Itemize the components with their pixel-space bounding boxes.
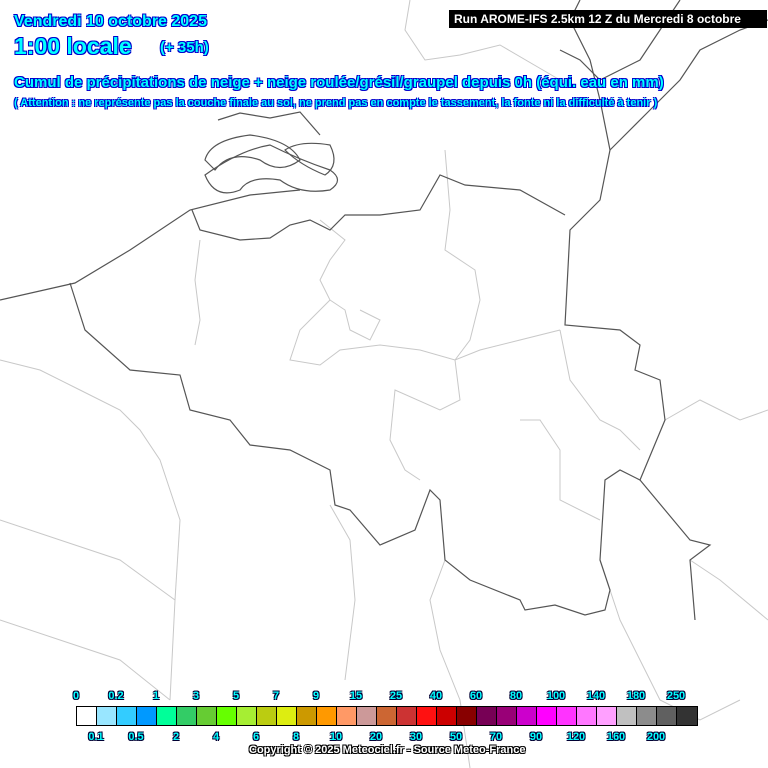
legend-label-top: 1 [152,690,160,702]
legend-swatch [597,707,617,725]
forecast-date: Vendredi 10 octobre 2025 [14,13,207,30]
legend-label-bottom: 120 [566,731,586,743]
legend-swatch [137,707,157,725]
legend-swatch [157,707,177,725]
legend-label-top: 9 [312,690,320,702]
legend-swatch [637,707,657,725]
legend-label-top: 0 [72,690,80,702]
legend-label-bottom: 30 [409,731,423,743]
legend-label-bottom: 8 [292,731,300,743]
forecast-hour: 1:00 locale [14,33,132,59]
legend-label-top: 60 [469,690,483,702]
run-info: Run AROME-IFS 2.5km 12 Z du Mercredi 8 o… [449,10,767,44]
legend-swatch [337,707,357,725]
legend-swatch [257,707,277,725]
legend-label-bottom: 90 [529,731,543,743]
legend-swatch [557,707,577,725]
legend-swatch [417,707,437,725]
legend-swatch [317,707,337,725]
legend-swatch [177,707,197,725]
legend-swatch [197,707,217,725]
legend-swatch [237,707,257,725]
color-legend [76,706,698,726]
legend-label-bottom: 0.5 [128,731,144,743]
legend-swatch [397,707,417,725]
legend-label-top: 180 [626,690,646,702]
legend-swatch [617,707,637,725]
legend-swatch [357,707,377,725]
legend-swatch [457,707,477,725]
legend-swatch [577,707,597,725]
legend-swatch [437,707,457,725]
legend-swatch [217,707,237,725]
legend-swatch [277,707,297,725]
legend-swatch [537,707,557,725]
legend-label-top: 80 [509,690,523,702]
legend-label-top: 15 [349,690,363,702]
legend-label-top: 0.2 [108,690,124,702]
legend-label-top: 250 [666,690,686,702]
legend-swatch [677,707,697,725]
legend-label-top: 5 [232,690,240,702]
legend-label-bottom: 20 [369,731,383,743]
legend-swatch [117,707,137,725]
legend-label-top: 25 [389,690,403,702]
legend-swatch [297,707,317,725]
map-title: Cumul de précipitations de neige + neige… [14,74,664,91]
legend-label-bottom: 0.1 [88,731,104,743]
legend-label-top: 3 [192,690,200,702]
map-note: ( Attention : ne représente pas la couch… [14,97,658,109]
legend-swatch [377,707,397,725]
legend-swatch [97,707,117,725]
legend-label-bottom: 10 [329,731,343,743]
legend-label-top: 40 [429,690,443,702]
legend-swatch [497,707,517,725]
legend-swatch [77,707,97,725]
legend-swatch [517,707,537,725]
copyright: Copyright © 2025 Meteociel.fr - Source M… [249,744,526,756]
legend-label-bottom: 50 [449,731,463,743]
lead-time: (+ 35h) [160,39,209,56]
legend-label-bottom: 160 [606,731,626,743]
legend-label-bottom: 6 [252,731,260,743]
legend-swatch [657,707,677,725]
legend-label-bottom: 200 [646,731,666,743]
legend-label-bottom: 4 [212,731,220,743]
legend-label-bottom: 2 [172,731,180,743]
legend-label-bottom: 70 [489,731,503,743]
legend-label-top: 7 [272,690,280,702]
legend-swatch [477,707,497,725]
legend-label-top: 100 [546,690,566,702]
legend-label-top: 140 [586,690,606,702]
country-borders [0,0,768,621]
